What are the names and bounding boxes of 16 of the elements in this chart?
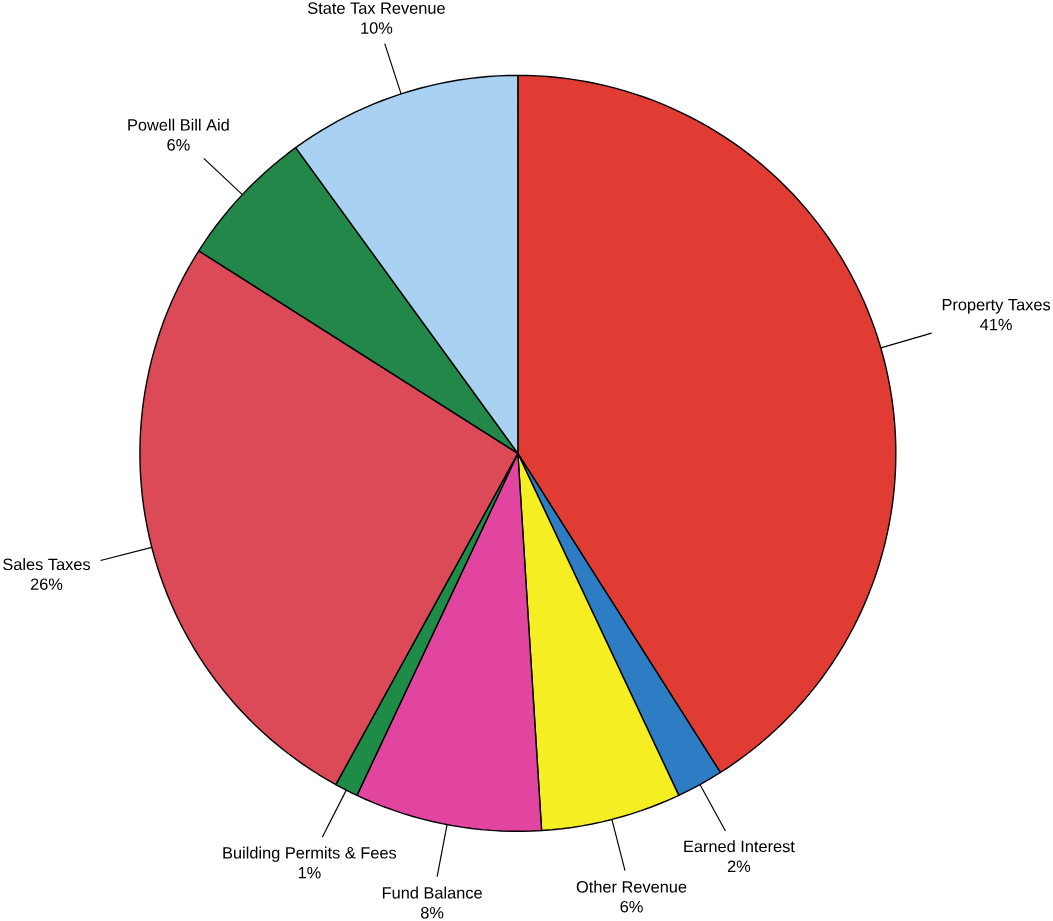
data-label: 6%	[620, 900, 643, 913]
data-label: 8%	[421, 906, 444, 919]
data-label: 6%	[167, 139, 190, 151]
slice-label: Fund Balance	[382, 886, 482, 899]
slice-label: Powell Bill Aid	[128, 118, 229, 131]
data-label: 26%	[30, 578, 63, 591]
data-label: 1%	[298, 867, 321, 879]
slice-label: Other Revenue	[576, 880, 687, 893]
data-label: 41%	[980, 318, 1012, 331]
slice-label: Building Permits & Fees	[223, 846, 397, 862]
slice-label: Property Taxes	[942, 299, 1051, 314]
slice-label: Sales Taxes	[3, 558, 91, 571]
slice-label: Earned Interest	[684, 840, 795, 853]
data-label: 2%	[727, 860, 751, 873]
data-label: 10%	[361, 22, 393, 34]
slice-label: State Tax Revenue	[308, 2, 445, 14]
